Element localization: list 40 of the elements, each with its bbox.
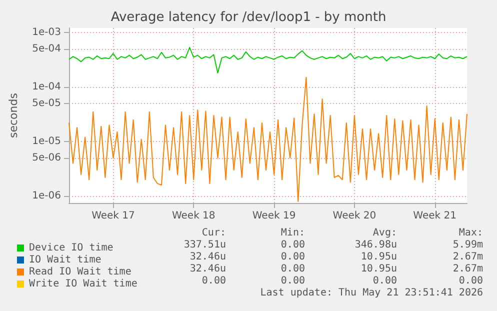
text: Cur: (202, 228, 226, 238)
y-tick-label: 1e-03 (32, 26, 61, 38)
text: 0.00 (280, 276, 305, 286)
legend-label: Write IO Wait time (29, 278, 138, 290)
text: 32.46u (190, 252, 226, 262)
chart-title: Average latency for /dev/loop1 - by month (110, 10, 386, 25)
y-tick-label: 1e-06 (32, 190, 61, 202)
text: 0.00 (202, 276, 226, 286)
text: 0.00 (280, 240, 305, 250)
text: Min: (280, 228, 305, 238)
text: 2.67m (452, 264, 483, 274)
line-series (68, 46, 468, 74)
x-tick-label: Week 20 (332, 210, 376, 222)
text: 10.95u (360, 264, 397, 274)
legend-label: Device IO time (29, 242, 114, 254)
y-tick-label: 1e-05 (32, 136, 61, 148)
text: 0.00 (372, 276, 397, 286)
x-tick-label: Week 18 (172, 210, 216, 222)
text: 10.95u (360, 252, 397, 262)
y-tick-label: 5e-06 (32, 152, 61, 164)
text: 2.67m (452, 252, 483, 262)
text: Last update: Thu May 21 23:51:41 2026 (260, 288, 484, 298)
text: 0.00 (458, 276, 483, 286)
x-tick-label: Week 17 (92, 210, 135, 222)
text: Max: (458, 228, 483, 238)
text: 0.00 (280, 264, 305, 274)
y-tick-label: 5e-05 (32, 98, 61, 109)
x-tick-label: Week 19 (252, 210, 296, 222)
y-tick-label: 1e-04 (32, 81, 61, 92)
text: 32.46u (190, 264, 226, 274)
text: 346.98u (354, 240, 397, 250)
y-axis-title: seconds (7, 92, 20, 138)
text: 0.00 (280, 252, 305, 262)
text: 5.99m (452, 240, 483, 250)
y-tick-label: 5e-04 (32, 43, 61, 54)
text: 337.51u (184, 240, 226, 250)
legend-label: Read IO Wait time (29, 266, 132, 278)
legend-label: IO Wait time (29, 254, 102, 266)
x-tick-label: Week 21 (413, 210, 456, 222)
text: Avg: (372, 228, 397, 238)
